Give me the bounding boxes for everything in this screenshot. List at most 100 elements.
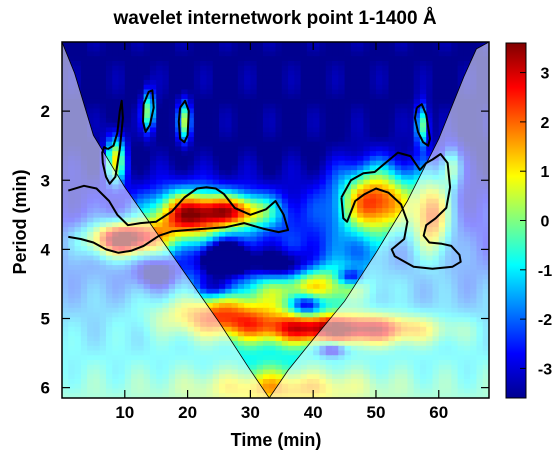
heatmap-cell	[212, 89, 220, 95]
heatmap-cell	[325, 236, 333, 242]
heatmap-cell	[332, 108, 339, 114]
heatmap-cell	[300, 331, 308, 337]
heatmap-cell	[131, 174, 138, 181]
heatmap-cell	[300, 174, 308, 181]
heatmap-cell	[262, 155, 270, 162]
heatmap-cell	[168, 141, 176, 148]
heatmap-cell	[388, 84, 396, 91]
heatmap-cell	[275, 98, 283, 105]
heatmap-cell	[269, 127, 277, 133]
heatmap-cell	[193, 103, 201, 110]
heatmap-cell	[168, 98, 176, 105]
heatmap-cell	[212, 265, 220, 271]
heatmap-cell	[206, 160, 214, 167]
heatmap-cell	[275, 198, 283, 204]
heatmap-cell	[225, 260, 233, 266]
heatmap-cell	[175, 246, 182, 252]
heatmap-cell	[212, 122, 220, 129]
heatmap-cell	[237, 326, 245, 333]
heatmap-cell	[269, 184, 277, 190]
heatmap-cell	[332, 89, 339, 95]
heatmap-cell	[313, 132, 321, 138]
heatmap-cell	[338, 165, 346, 171]
heatmap-cell	[294, 117, 302, 124]
heatmap-cell	[212, 274, 220, 280]
heatmap-cell	[218, 103, 226, 110]
heatmap-cell	[332, 51, 339, 57]
heatmap-cell	[338, 255, 346, 261]
heatmap-cell	[250, 288, 258, 295]
heatmap-cell	[74, 46, 82, 53]
heatmap-cell	[200, 231, 208, 238]
heatmap-cell	[80, 94, 88, 100]
heatmap-cell	[332, 170, 339, 176]
heatmap-cell	[281, 132, 289, 138]
heatmap-cell	[275, 70, 283, 76]
heatmap-cell	[269, 108, 277, 114]
heatmap-cell	[344, 56, 352, 62]
heatmap-cell	[181, 117, 189, 124]
heatmap-cell	[156, 60, 164, 67]
heatmap-cell	[382, 165, 390, 171]
heatmap-cell	[332, 236, 339, 242]
heatmap-cell	[124, 79, 132, 86]
heatmap-cell	[80, 79, 88, 86]
heatmap-cell	[388, 208, 396, 214]
heatmap-cell	[363, 203, 371, 209]
heatmap-cell	[332, 222, 339, 228]
heatmap-cell	[363, 122, 371, 129]
heatmap-cell	[269, 79, 277, 86]
heatmap-cell	[80, 51, 88, 57]
heatmap-cell	[206, 165, 214, 171]
heatmap-cell	[206, 122, 214, 129]
heatmap-cell	[143, 89, 151, 95]
heatmap-cell	[306, 265, 314, 271]
heatmap-cell	[187, 208, 195, 214]
heatmap-cell	[137, 141, 145, 148]
heatmap-cell	[288, 75, 295, 81]
heatmap-cell	[200, 75, 208, 81]
heatmap-cell	[231, 303, 239, 309]
heatmap-cell	[262, 364, 270, 371]
heatmap-cell	[319, 322, 327, 328]
heatmap-cell	[262, 103, 270, 110]
heatmap-cell	[256, 51, 264, 57]
heatmap-cell	[156, 42, 164, 48]
heatmap-cell	[137, 79, 145, 86]
heatmap-cell	[218, 293, 226, 299]
heatmap-cell	[413, 160, 421, 167]
heatmap-cell	[300, 303, 308, 309]
heatmap-cell	[262, 56, 270, 62]
heatmap-cell	[413, 94, 421, 100]
heatmap-cell	[187, 265, 195, 271]
heatmap-cell	[269, 298, 277, 304]
heatmap-cell	[325, 241, 333, 247]
heatmap-cell	[231, 146, 239, 152]
heatmap-cell	[105, 79, 113, 86]
heatmap-cell	[250, 236, 258, 242]
heatmap-cell	[375, 132, 383, 138]
heatmap-cell	[206, 84, 214, 91]
heatmap-cell	[419, 160, 427, 167]
heatmap-cell	[212, 227, 220, 233]
heatmap-cell	[369, 184, 377, 190]
heatmap-cell	[225, 279, 233, 285]
heatmap-cell	[369, 56, 377, 62]
heatmap-cell	[162, 236, 170, 242]
heatmap-cell	[319, 279, 327, 285]
heatmap-cell	[306, 174, 314, 181]
heatmap-cell	[306, 155, 314, 162]
heatmap-cell	[313, 217, 321, 223]
heatmap-cell	[212, 307, 220, 314]
heatmap-cell	[357, 231, 365, 238]
heatmap-cell	[357, 84, 365, 91]
heatmap-cell	[269, 307, 277, 314]
heatmap-cell	[162, 51, 170, 57]
heatmap-cell	[256, 250, 264, 257]
heatmap-cell	[93, 70, 101, 76]
heatmap-cell	[206, 212, 214, 219]
heatmap-cell	[225, 189, 233, 195]
heatmap-cell	[338, 42, 346, 48]
heatmap-cell	[156, 160, 164, 167]
